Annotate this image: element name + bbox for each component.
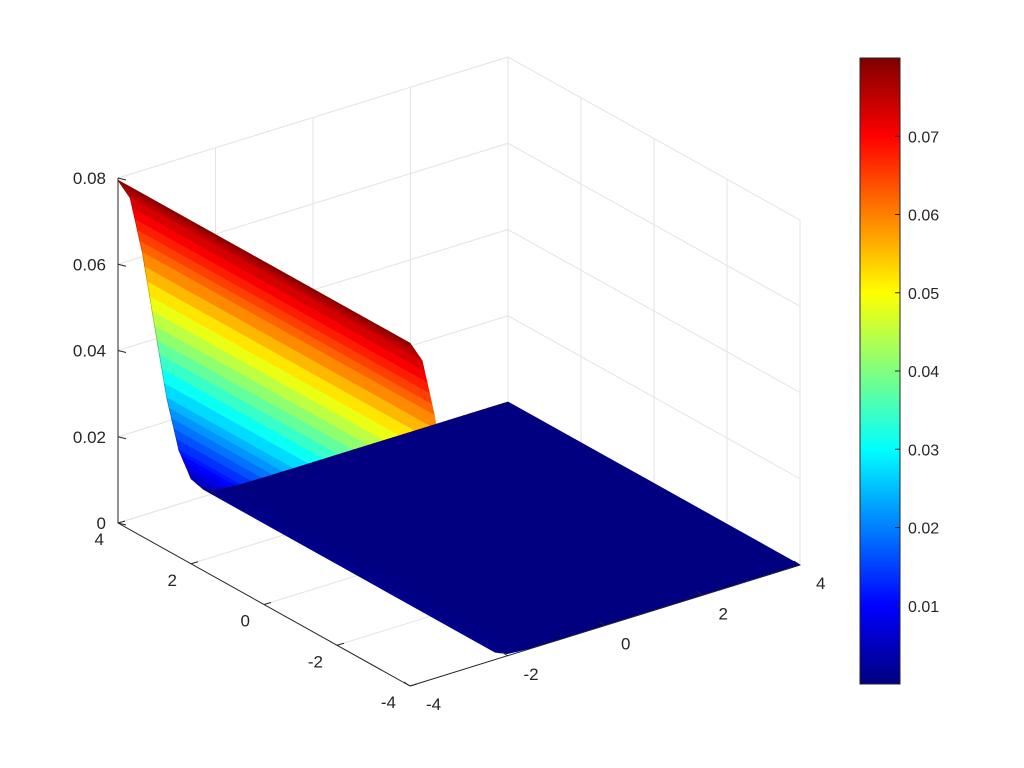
x-tick-label: -4 xyxy=(426,695,441,714)
colorbar-tick-label: 0.04 xyxy=(908,364,939,381)
x-tick-label: 4 xyxy=(816,574,825,593)
z-tick-label: 0.04 xyxy=(73,342,106,361)
surface xyxy=(117,179,801,655)
y-tick-mark xyxy=(190,561,199,565)
y-tick-mark xyxy=(409,683,418,687)
x-tick-label: 2 xyxy=(719,604,728,623)
z-tick-label: 0.02 xyxy=(73,428,106,447)
z-tick-label: 0.08 xyxy=(73,169,106,188)
z-tick-mark xyxy=(117,177,127,181)
colorbar-tick-label: 0.06 xyxy=(908,208,939,225)
x-tick-mark xyxy=(793,560,801,566)
z-tick-label: 0.06 xyxy=(73,255,106,274)
surface-back-edge xyxy=(117,180,509,491)
y-tick-label: 0 xyxy=(241,612,250,631)
y-tick-mark xyxy=(336,642,345,646)
z-tick-mark xyxy=(117,263,127,267)
x-tick-mark xyxy=(598,621,606,626)
z-tick-mark xyxy=(117,522,127,526)
x-tick-mark xyxy=(501,651,508,657)
colorbar-bar xyxy=(859,57,901,685)
x-tick-label: 0 xyxy=(621,635,630,654)
colorbar-tick-label: 0.02 xyxy=(908,521,939,538)
colorbar-tick-label: 0.01 xyxy=(908,599,939,616)
y-tick-label: -2 xyxy=(308,652,323,671)
colorbar-tick-label: 0.03 xyxy=(908,442,939,459)
z-tick-label: 0 xyxy=(97,514,106,533)
y-tick-mark xyxy=(117,520,126,524)
y-tick-mark xyxy=(263,602,272,605)
z-tick-mark xyxy=(117,350,127,353)
x-tick-mark xyxy=(696,590,703,596)
axis-tick-labels: 0 0.02 0.04 0.06 0.08 -4 -2 0 2 4 -4 -2 0 2 4 xyxy=(73,169,826,714)
z-tick-mark xyxy=(117,436,127,440)
x-tick-label: -2 xyxy=(524,665,539,684)
y-tick-label: -4 xyxy=(381,693,396,712)
colorbar-tick-label: 0.05 xyxy=(908,286,939,303)
colorbar: 0.01 0.02 0.03 0.04 0.05 0.06 0.07 xyxy=(859,57,939,685)
x-tick-mark xyxy=(403,681,411,687)
colorbar-tick-label: 0.07 xyxy=(908,129,939,146)
y-tick-label: 4 xyxy=(95,530,104,549)
y-tick-label: 2 xyxy=(168,571,177,590)
colorbar-ticks: 0.01 0.02 0.03 0.04 0.05 0.06 0.07 xyxy=(895,129,939,616)
